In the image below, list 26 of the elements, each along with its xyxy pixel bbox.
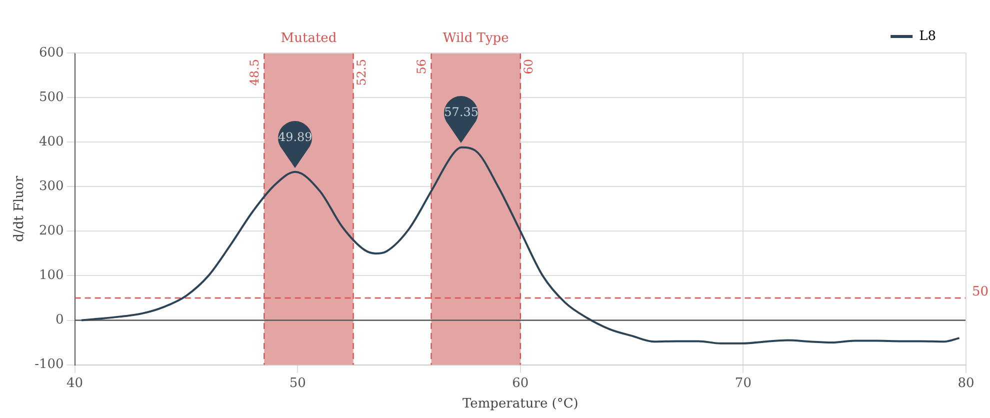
y-tick-label: 100 xyxy=(38,268,64,284)
annotation: 57.35 xyxy=(443,105,480,120)
ref-line-label: 56 xyxy=(414,59,428,74)
y-tick-label: 300 xyxy=(38,179,64,194)
x-axis-title: Temperature (°C) xyxy=(462,396,578,412)
x-tick-label: 50 xyxy=(289,376,306,391)
band-label: Wild Type xyxy=(442,30,510,46)
ref-line-label: 52.5 xyxy=(354,59,368,86)
y-axis-title: d/dt Fluor xyxy=(12,175,28,242)
ref-line-label: 48.5 xyxy=(247,59,262,86)
band-label: Mutated xyxy=(280,30,337,46)
line-series xyxy=(80,146,960,344)
ref-line-label: 60 xyxy=(522,59,536,74)
y-tick-label: 200 xyxy=(38,224,64,239)
annotation: 49.89 xyxy=(276,130,314,144)
y-tick-label: 400 xyxy=(38,134,64,150)
x-tick-label: 60 xyxy=(512,376,529,391)
y-tick-label: 0 xyxy=(56,312,64,328)
ref-line-label: 50 xyxy=(972,284,989,300)
x-tick-label: 80 xyxy=(958,376,974,391)
y-tick-label: -100 xyxy=(34,357,64,372)
x-tick-label: 40 xyxy=(66,376,84,391)
x-tick-label: 70 xyxy=(734,376,752,391)
legend-label: L8 xyxy=(919,28,936,44)
y-tick-label: 600 xyxy=(38,45,64,60)
y-tick-label: 500 xyxy=(38,90,64,105)
